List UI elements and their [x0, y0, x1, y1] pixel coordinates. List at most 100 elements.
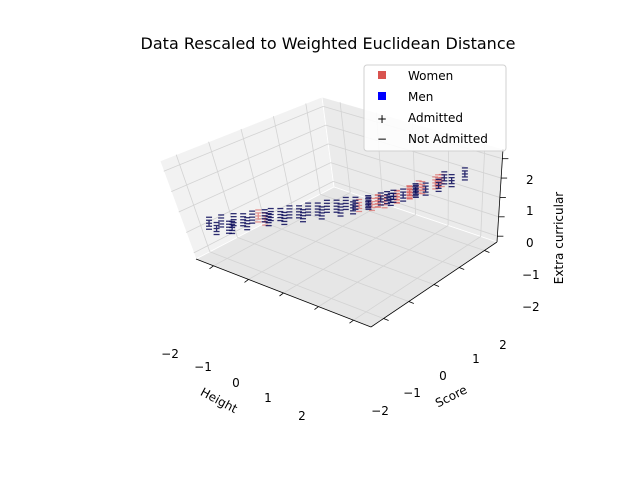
data-point-men [286, 205, 293, 219]
grid-line [318, 225, 449, 307]
data-point-men [305, 202, 312, 216]
data-point-men [352, 196, 359, 210]
data-point-men [213, 221, 220, 236]
y-tick-label: −1 [403, 386, 421, 400]
y-tick-label: 2 [499, 338, 507, 352]
legend: Women Men + Admitted − Not Admitted [363, 64, 507, 152]
data-point-men [229, 220, 236, 235]
data-point-men [314, 202, 321, 216]
x-tick-mark [349, 319, 354, 324]
grid-line [178, 143, 329, 213]
data-point-men [281, 211, 288, 226]
data-point-men [365, 195, 372, 209]
y-tick-mark [484, 250, 490, 253]
data-point-men [265, 213, 272, 227]
x-tick-label: 1 [264, 391, 272, 405]
legend-not-admitted-label: Not Admitted [408, 132, 488, 146]
data-point-men [441, 171, 448, 185]
grid-line [328, 143, 500, 198]
legend-women-marker [378, 71, 386, 79]
data-point-women [406, 186, 413, 200]
z-axis-label: Extra curricular [552, 192, 566, 285]
z-tick-labels: −2 −1 0 1 2 [522, 173, 540, 314]
data-point-men [267, 207, 274, 222]
z-tick-label: −1 [522, 268, 540, 282]
grid-line [163, 106, 324, 172]
legend-not-admitted-marker: − [377, 132, 387, 146]
x-tick-label: 0 [232, 376, 240, 390]
data-point-women [255, 209, 262, 223]
y-tick-label: −2 [371, 404, 389, 418]
data-point-men [422, 182, 429, 196]
y-tick-mark [433, 284, 440, 287]
data-point-men [400, 188, 407, 202]
grid-line [240, 128, 266, 224]
data-point-men [333, 199, 340, 213]
grid-line [325, 124, 502, 179]
legend-box [363, 64, 507, 152]
data-point-men [435, 178, 442, 193]
y-tick-label: 1 [472, 352, 480, 366]
x-tick-label: −2 [161, 347, 179, 361]
legend-men-label: Men [408, 90, 433, 104]
data-point-men [365, 196, 372, 210]
data-point-men [240, 213, 247, 227]
z-tick-label: 0 [526, 236, 534, 250]
data-point-women [374, 194, 381, 208]
data-point-men [261, 209, 268, 223]
data-point-men [337, 203, 344, 217]
legend-women-label: Women [408, 69, 453, 83]
x-tick-mark [314, 306, 319, 310]
data-point-men [377, 192, 384, 206]
x-tick-label: 2 [298, 409, 306, 423]
data-point-men [277, 207, 284, 222]
data-point-men [218, 214, 225, 228]
y-tick-labels: −2 −1 0 1 2 [371, 338, 507, 418]
z-axis-line [496, 148, 504, 243]
grid-lines [163, 102, 503, 321]
grid-line [273, 116, 293, 209]
data-point-men [412, 183, 419, 197]
y-tick-label: 0 [439, 369, 447, 383]
legend-admitted-marker: + [377, 112, 387, 126]
grid-line [264, 222, 435, 285]
y-axis-label: Score [433, 383, 469, 411]
legend-men-marker [378, 92, 386, 100]
data-point-men [387, 192, 394, 207]
y-tick-mark [459, 267, 465, 270]
x-tick-labels: −2 −1 0 1 2 [161, 347, 306, 423]
data-point-men [300, 209, 307, 223]
grid-line [305, 103, 321, 195]
data-point-men [342, 196, 349, 211]
z-tick-label: 2 [526, 173, 534, 187]
grid-line [171, 124, 326, 192]
tick-marks [209, 158, 509, 324]
data-point-men [323, 199, 330, 213]
data-point-men [244, 217, 251, 231]
data-points [206, 167, 468, 236]
legend-admitted-label: Admitted [408, 111, 463, 125]
x-tick-mark [209, 265, 214, 270]
grid-line [480, 143, 486, 237]
data-point-men [461, 167, 468, 181]
chart-title: Data Rescaled to Weighted Euclidean Dist… [141, 34, 516, 53]
data-point-men [318, 206, 325, 220]
z-tick-label: −2 [522, 300, 540, 314]
x-tick-label: −1 [194, 360, 212, 374]
data-point-men [448, 173, 455, 188]
grid-line [175, 154, 211, 252]
data-point-women [419, 180, 426, 195]
data-point-men [296, 205, 303, 219]
data-point-women [356, 198, 363, 213]
grid-line [339, 102, 351, 193]
data-point-men [384, 191, 391, 205]
grid-line [353, 236, 481, 321]
x-tick-mark [279, 292, 284, 297]
y-tick-mark [383, 318, 389, 321]
y-tick-mark [408, 301, 414, 304]
x-tick-mark [244, 279, 249, 283]
z-tick-label: 1 [526, 204, 534, 218]
data-point-men [350, 201, 357, 215]
